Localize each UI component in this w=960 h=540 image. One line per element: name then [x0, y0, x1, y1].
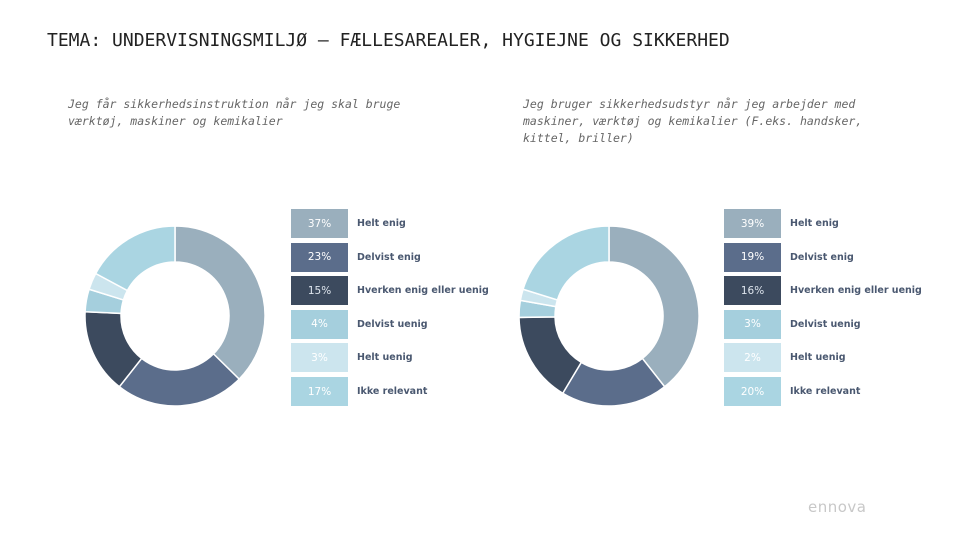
legend-item-helt-enig: 37% Helt enig [291, 209, 491, 238]
legend-label: Helt enig [357, 218, 406, 229]
legend-label: Helt enig [790, 218, 839, 229]
legend-item-helt-uenig: 2% Helt uenig [724, 343, 924, 373]
legend-label: Ikke relevant [790, 386, 861, 397]
legend-label: Delvist enig [357, 251, 421, 263]
chart-1-legend: 37% Helt enig 23% Delvist enig 15% Hverken en… [291, 209, 501, 409]
data-label: 23% [291, 242, 348, 272]
page-title: TEMA: UNDERVISNINGSMILJØ – FÆLLESAREALER… [47, 30, 730, 51]
legend-item-helt-enig: 39% Helt enig [724, 209, 924, 238]
data-label: 2% [724, 343, 781, 373]
legend-label: Delvist uenig [790, 318, 861, 330]
legend-item-delvist-enig: 23% Delvist enig [291, 242, 491, 272]
data-label: 17% [291, 377, 348, 406]
data-label: 4% [291, 309, 348, 339]
legend-item-helt-uenig: 3% Helt uenig [291, 343, 491, 373]
legend-item-delvist-uenig: 3% Delvist uenig [724, 309, 924, 339]
legend-item-ikke-relevant: 17% Ikke relevant [291, 377, 491, 406]
legend-label: Hverken enig eller uenig [357, 285, 489, 297]
data-label: 3% [291, 343, 348, 373]
ennova-logo: ennova [808, 498, 867, 516]
legend-label: Helt uenig [790, 352, 846, 364]
chart-2-donut [518, 225, 700, 407]
legend-label: Ikke relevant [357, 386, 428, 397]
legend-item-delvist-uenig: 4% Delvist uenig [291, 309, 491, 339]
chart-2-legend: 39% Helt enig 19% Delvist enig 16% Hverken en… [724, 209, 934, 409]
data-label: 37% [291, 209, 348, 238]
chart-1-title: Jeg får sikkerhedsinstruktion når jeg sk… [68, 97, 401, 128]
slice-helt-enig [608, 225, 700, 388]
legend-item-hverken-enig-eller-uenig: 16% Hverken enig eller uenig [724, 276, 924, 306]
data-label: 15% [291, 276, 348, 306]
data-label: 20% [724, 377, 781, 406]
data-label: 19% [724, 242, 781, 272]
legend-item-ikke-relevant: 20% Ikke relevant [724, 377, 924, 406]
data-label: 3% [724, 309, 781, 339]
data-label: 39% [724, 209, 781, 238]
slice-ikke-relevant [94, 225, 176, 292]
legend-label: Helt uenig [357, 352, 413, 364]
legend-item-delvist-enig: 19% Delvist enig [724, 242, 924, 272]
legend-label: Delvist enig [790, 251, 854, 263]
chart-2-title: Jeg bruger sikkerhedsudstyr når jeg arbe… [523, 97, 863, 145]
legend-label: Delvist uenig [357, 318, 428, 330]
data-label: 16% [724, 276, 781, 306]
slice-helt-enig [174, 225, 266, 381]
chart-1-donut [84, 225, 266, 407]
slice-ikke-relevant [522, 225, 610, 301]
legend-label: Hverken enig eller uenig [790, 285, 922, 297]
legend-item-hverken-enig-eller-uenig: 15% Hverken enig eller uenig [291, 276, 491, 306]
